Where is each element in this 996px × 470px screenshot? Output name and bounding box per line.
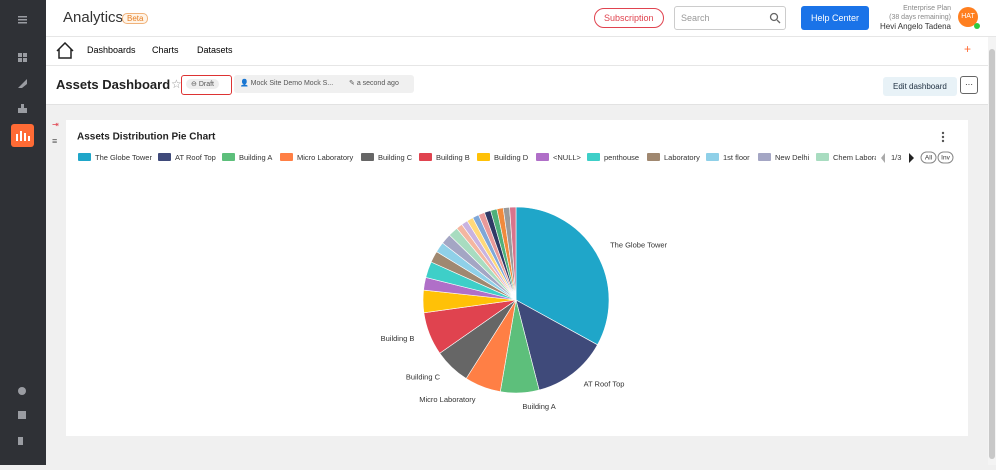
legend-swatch: [536, 153, 549, 161]
badge: Beta: [122, 13, 149, 24]
user-info: Enterprise Plan (38 days remaining) Hevi…: [876, 4, 951, 31]
legend-label: Building B: [436, 153, 470, 162]
help-button[interactable]: Help Center: [801, 6, 870, 30]
pie-slice: [515, 299, 598, 391]
status-badge[interactable]: ⊖ Draft: [186, 79, 219, 89]
legend-swatch: [758, 153, 771, 161]
status-dot: [974, 23, 980, 29]
legend-next[interactable]: [909, 153, 914, 163]
legend-label: Building A: [239, 153, 272, 162]
legend-label: New Delhi: [775, 153, 810, 162]
slice-label: Micro Laboratory: [419, 395, 476, 404]
legend-swatch: [477, 153, 490, 161]
legend-label: The Globe Tower: [95, 153, 152, 162]
user-name: Hevi Angelo Tadena: [879, 22, 951, 31]
dashboard-title: Assets Dashboard: [56, 77, 171, 92]
legend-swatch: [587, 153, 600, 161]
sidebar-icons: [11, 16, 34, 445]
app-title: Analytics: [63, 9, 124, 26]
search-icon: [769, 12, 781, 24]
days: (38 days remaining): [889, 14, 951, 21]
edit-button[interactable]: Edit dashboard: [883, 77, 957, 96]
scrollbar: [988, 37, 996, 465]
owner-text: Mock Site Demo Mock S...: [250, 80, 334, 87]
legend-swatch: [647, 153, 660, 161]
more-button[interactable]: ···: [960, 76, 978, 94]
chart-card: Assets Distribution Pie Chart The Globe …: [66, 120, 968, 436]
legend-button[interactable]: [920, 151, 937, 164]
slice-label: Building A: [522, 402, 555, 411]
legend-button-label: Inv: [941, 155, 950, 162]
pie-slice: [515, 206, 610, 346]
search-box[interactable]: Search: [674, 6, 786, 30]
plan: Enterprise Plan: [903, 5, 951, 12]
nav-bar: Dashboards Charts Datasets +: [46, 37, 988, 66]
chart: Assets Distribution Pie Chart The Globe …: [77, 132, 954, 411]
legend-label: Building D: [494, 153, 529, 162]
scroll-thumb: [989, 49, 995, 459]
legend-label: Building C: [378, 153, 413, 162]
sidebar: [0, 0, 46, 465]
legend-label: Laboratory: [664, 153, 700, 162]
slice-label: AT Roof Top: [584, 380, 625, 389]
legend-swatch: [419, 153, 432, 161]
meta-bar: 👤 Mock Site Demo Mock S... ✎ a second ag…: [234, 75, 414, 93]
legend-swatch: [361, 153, 374, 161]
status-text: Draft: [198, 81, 214, 88]
legend-label: Chem Labora: [833, 153, 879, 162]
star-icon[interactable]: ☆: [171, 77, 182, 91]
legend-label: penthouse: [604, 153, 639, 162]
legend-button[interactable]: [937, 151, 954, 164]
modified-text: a second ago: [356, 80, 399, 87]
modified: ✎ a second ago: [349, 80, 399, 87]
legend-page: 1/3: [891, 153, 901, 162]
slice-label: Building C: [406, 372, 441, 381]
home-icon[interactable]: [56, 42, 74, 59]
nav-item[interactable]: Dashboards: [87, 45, 136, 55]
top-bar: Analytics Beta Subscription Search Help …: [46, 0, 996, 37]
legend-button-label: All: [925, 155, 933, 162]
legend-label: AT Roof Top: [175, 153, 216, 162]
slice-label: The Globe Tower: [610, 241, 667, 250]
legend-swatch: [706, 153, 719, 161]
dashboard-header: Assets Dashboard ☆ ⊖ Draft 👤 Mock Site D…: [46, 66, 988, 105]
add-icon[interactable]: +: [964, 42, 972, 56]
owner: 👤 Mock Site Demo Mock S...: [240, 80, 334, 87]
draft-highlight: ⊖ Draft: [181, 75, 232, 95]
legend-label: <NULL>: [553, 153, 582, 162]
legend-swatch: [816, 153, 829, 161]
avatar[interactable]: HAT: [958, 7, 978, 27]
legend-label: Micro Laboratory: [297, 153, 354, 162]
filter-icon[interactable]: ≡: [52, 136, 58, 146]
legend-swatch: [280, 153, 293, 161]
subscription-button[interactable]: Subscription: [594, 8, 664, 28]
nav-item[interactable]: Charts: [152, 45, 179, 55]
legend-swatch: [78, 153, 91, 161]
pie-slice: [509, 206, 517, 301]
legend-swatch: [158, 153, 171, 161]
legend-swatch: [222, 153, 235, 161]
search-placeholder: Search: [681, 13, 710, 23]
chart-title: Assets Distribution Pie Chart: [77, 132, 216, 143]
legend-label: 1st floor: [723, 153, 750, 162]
slice-label: Building B: [381, 334, 415, 343]
collapse-icon[interactable]: ⇥: [52, 120, 59, 129]
legend-prev[interactable]: [881, 153, 885, 163]
nav-item[interactable]: Datasets: [197, 45, 233, 55]
